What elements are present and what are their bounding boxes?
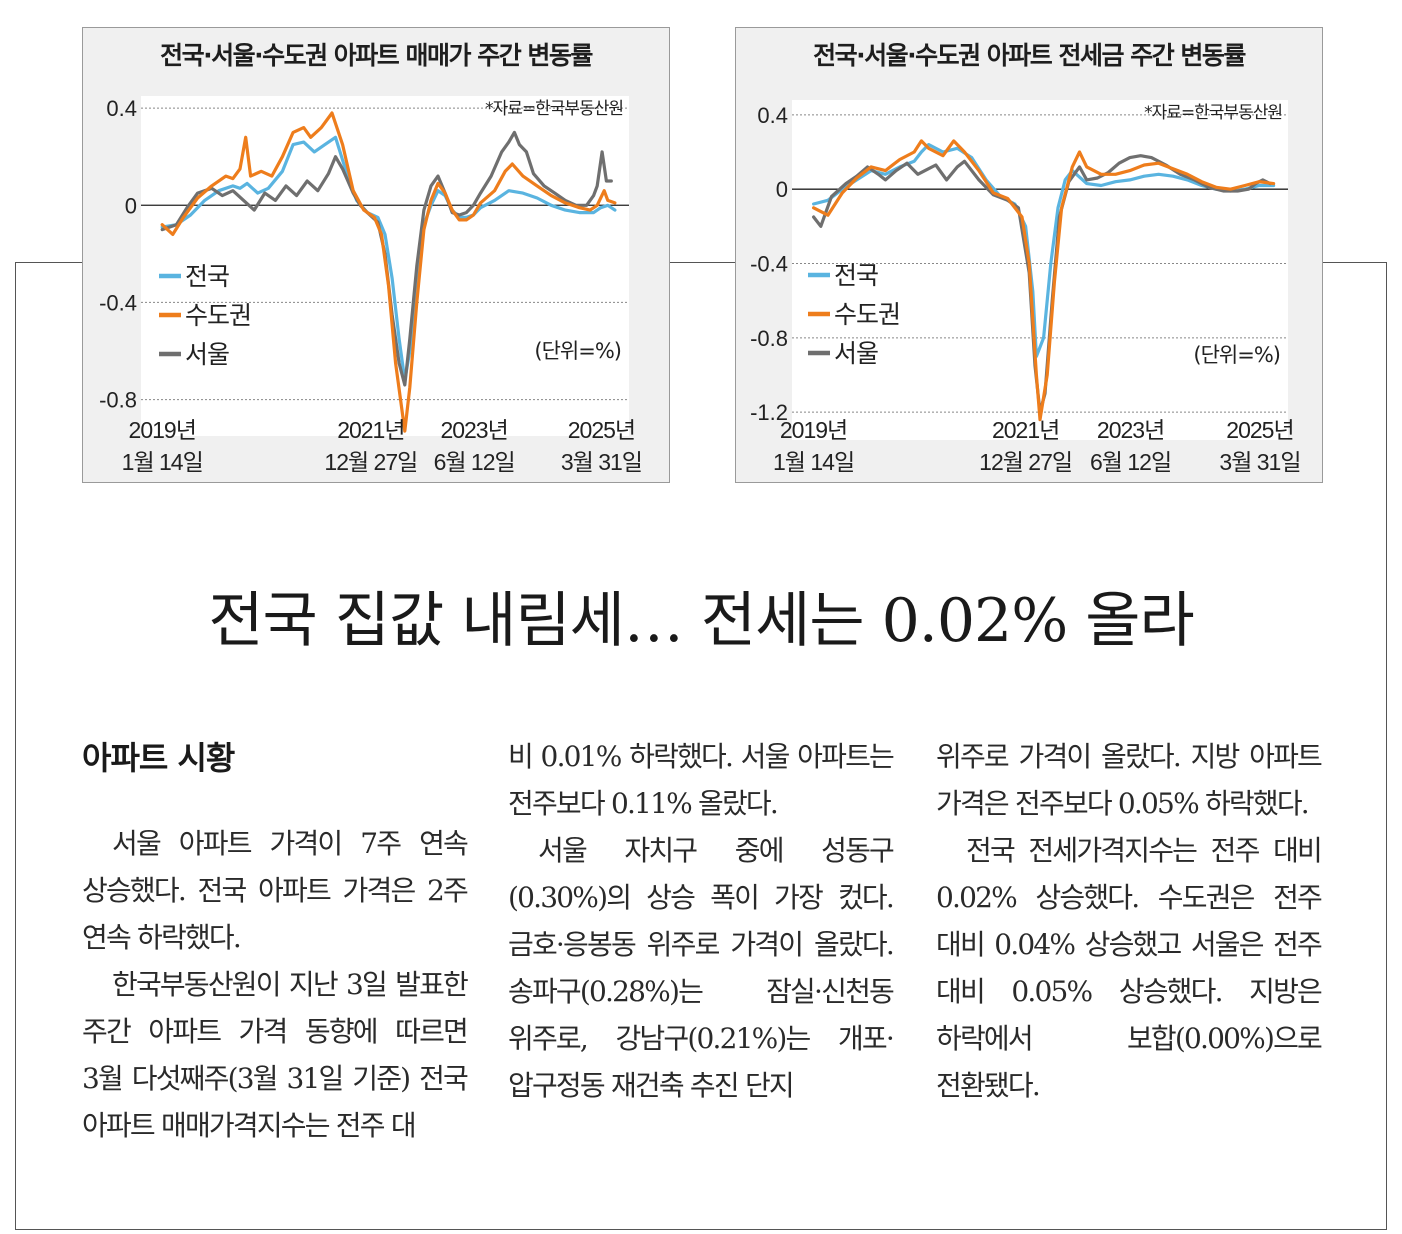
paragraph: 비 0.01% 하락했다. 서울 아파트는 전주보다 0.11% 올랐다. <box>508 740 895 820</box>
legend-label: 전국 <box>834 261 878 290</box>
series-line-national <box>160 135 617 382</box>
y-tick-label: 0.4 <box>757 103 788 128</box>
y-tick-label: -1.2 <box>750 400 788 425</box>
chart-title: 전국·서울·수도권 아파트 전세금 주간 변동률 <box>813 41 1246 70</box>
y-tick-label: -0.8 <box>750 326 788 351</box>
y-tick-label: 0.4 <box>106 96 137 121</box>
x-tick-date: 12월 27일 <box>324 449 417 475</box>
legend-label: 서울 <box>834 339 878 368</box>
x-tick-date: 3월 31일 <box>1219 449 1300 475</box>
article-column-1: 서울 아파트 가격이 7주 연속 상승했다. 전국 아파트 가격은 2주 연속 … <box>82 820 469 1149</box>
x-tick-date: 6월 12일 <box>1090 449 1171 475</box>
section-subhead: 아파트 시황 <box>82 739 235 777</box>
article-frame <box>15 262 1387 1230</box>
sale-price-chart: 전국·서울·수도권 아파트 매매가 주간 변동률 0.4 0 -0.4 -0.8 *자료… <box>82 27 670 483</box>
source-note: *자료=한국부동산원 <box>485 99 623 119</box>
source-note: *자료=한국부동산원 <box>1144 103 1282 123</box>
x-tick-year: 2025년 <box>568 417 635 443</box>
x-tick-year: 2019년 <box>780 417 847 443</box>
unit-note: (단위=%) <box>534 339 621 363</box>
article-column-2: 비 0.01% 하락했다. 서울 아파트는 전주보다 0.11% 올랐다. 서울… <box>508 733 895 1109</box>
x-tick-date: 1월 14일 <box>122 449 203 475</box>
unit-note: (단위=%) <box>1193 343 1280 367</box>
paragraph: 서울 자치구 중에 성동구(0.30%)의 상승 폭이 가장 컸다. 금호·응봉… <box>508 834 895 1102</box>
legend-label: 전국 <box>185 262 229 291</box>
x-tick-year: 2023년 <box>1097 417 1164 443</box>
x-tick-year: 2021년 <box>992 417 1059 443</box>
paragraph: 한국부동산원이 지난 3일 발표한 주간 아파트 가격 동향에 따르면 3월 다… <box>82 968 469 1142</box>
legend-label: 수도권 <box>834 300 900 329</box>
jeonse-chart: 전국·서울·수도권 아파트 전세금 주간 변동률 0.4 0 -0.4 -0.8 -1.… <box>735 27 1323 483</box>
x-tick-year: 2025년 <box>1226 417 1293 443</box>
series-line-seoul <box>160 130 613 387</box>
x-tick-date: 12월 27일 <box>979 449 1072 475</box>
x-tick-date: 6월 12일 <box>434 449 515 475</box>
x-tick-date: 1월 14일 <box>773 449 854 475</box>
chart-title: 전국·서울·수도권 아파트 매매가 주간 변동률 <box>160 41 593 70</box>
y-tick-label: -0.4 <box>99 290 137 315</box>
plot-area <box>792 100 1288 440</box>
series-line-capital-area <box>160 111 617 433</box>
y-tick-label: 0 <box>776 177 788 202</box>
paragraph: 위주로 가격이 올랐다. 지방 아파트 가격은 전주보다 0.05% 하락했다. <box>936 740 1323 820</box>
y-tick-label: 0 <box>125 193 137 218</box>
legend-label: 수도권 <box>185 301 251 330</box>
legend-label: 서울 <box>185 340 229 369</box>
y-tick-label: -0.8 <box>99 388 137 413</box>
x-tick-date: 3월 31일 <box>561 449 642 475</box>
paragraph: 전국 전세가격지수는 전주 대비 0.02% 상승했다. 수도권은 전주 대비 … <box>936 834 1323 1102</box>
series-line-capital-area <box>812 139 1276 422</box>
x-tick-year: 2023년 <box>440 417 507 443</box>
article-column-3: 위주로 가격이 올랐다. 지방 아파트 가격은 전주보다 0.05% 하락했다.… <box>936 733 1323 1109</box>
x-tick-year: 2019년 <box>129 417 196 443</box>
paragraph: 서울 아파트 가격이 7주 연속 상승했다. 전국 아파트 가격은 2주 연속 … <box>82 827 469 954</box>
headline: 전국 집값 내림세… 전세는 0.02% 올라 <box>208 586 1194 656</box>
x-tick-year: 2021년 <box>337 417 404 443</box>
y-tick-label: -0.4 <box>750 251 788 276</box>
